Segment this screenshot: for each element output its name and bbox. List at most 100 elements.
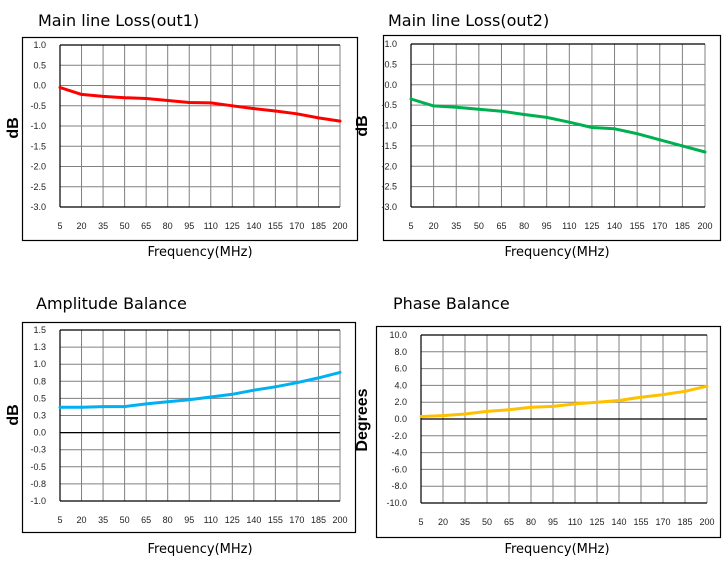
y-axis-label: dB	[5, 117, 22, 138]
data-point	[80, 92, 84, 96]
data-point	[58, 405, 62, 409]
y-tick-label: 8.0	[394, 347, 407, 357]
series-line	[60, 370, 341, 409]
data-point	[123, 405, 127, 409]
x-tick-label: 170	[289, 221, 304, 231]
data-point	[295, 381, 299, 385]
x-tick-label: 155	[633, 517, 648, 527]
x-tick-label: 50	[474, 221, 484, 231]
x-tick-label: 185	[675, 221, 690, 231]
y-tick-label: -3.0	[30, 202, 46, 212]
data-point	[680, 144, 684, 148]
x-tick-label: 170	[652, 221, 667, 231]
x-tick-label: 5	[418, 517, 423, 527]
y-tick-label: -2.0	[381, 161, 397, 171]
data-point	[661, 393, 665, 397]
data-point	[522, 112, 526, 116]
x-tick-label: 35	[98, 221, 108, 231]
x-axis-label: Frequency(MHz)	[504, 542, 609, 557]
x-tick-label: 140	[607, 221, 622, 231]
x-tick-label: 125	[225, 515, 240, 525]
y-tick-label: 1.0	[384, 39, 397, 49]
data-point	[658, 138, 662, 142]
data-point	[338, 119, 342, 123]
y-tick-label: 0.0	[384, 80, 397, 90]
data-point	[209, 101, 213, 105]
data-point	[409, 97, 413, 101]
data-point	[295, 112, 299, 116]
chart-title: Amplitude Balance	[36, 294, 187, 313]
x-tick-label: 110	[562, 221, 576, 231]
x-axis-label: Frequency(MHz)	[504, 245, 609, 260]
x-tick-label: 65	[141, 515, 151, 525]
y-axis-label: dB	[354, 115, 371, 136]
x-axis-label: Frequency(MHz)	[147, 542, 252, 557]
x-tick-label: 80	[163, 221, 173, 231]
data-point	[590, 126, 594, 130]
data-point	[617, 399, 621, 403]
y-tick-label: 0.5	[33, 60, 46, 70]
x-tick-label: 5	[57, 515, 62, 525]
chart-title: Main line Loss(out1)	[38, 11, 199, 30]
data-point	[573, 402, 577, 406]
chart-frame	[382, 34, 722, 242]
data-point	[101, 94, 105, 98]
y-tick-label: -0.5	[30, 462, 46, 472]
data-point	[144, 96, 148, 100]
data-point	[230, 104, 234, 108]
x-tick-label: 50	[120, 515, 130, 525]
y-axis-label: Degrees	[354, 388, 371, 451]
data-point	[252, 107, 256, 111]
data-point	[144, 402, 148, 406]
y-tick-label: -1.5	[30, 141, 46, 151]
x-tick-label: 110	[568, 517, 582, 527]
data-point	[529, 405, 533, 409]
data-point	[703, 150, 707, 154]
chart-title: Phase Balance	[393, 294, 510, 313]
y-tick-label: -0.8	[30, 479, 46, 489]
x-tick-label: 80	[519, 221, 529, 231]
y-tick-label: -0.3	[30, 445, 46, 455]
y-tick-label: 0.0	[33, 81, 46, 91]
data-point	[635, 132, 639, 136]
x-tick-label: 200	[332, 515, 347, 525]
x-tick-label: 95	[542, 221, 552, 231]
x-tick-label: 95	[184, 515, 194, 525]
data-point	[683, 389, 687, 393]
x-tick-label: 125	[589, 517, 604, 527]
y-tick-label: 0.5	[33, 393, 46, 403]
x-tick-label: 200	[697, 221, 712, 231]
data-point	[166, 98, 170, 102]
x-axis-label: Frequency(MHz)	[147, 245, 252, 260]
data-point	[273, 385, 277, 389]
x-tick-label: 5	[408, 221, 413, 231]
y-tick-label: 2.0	[394, 397, 407, 407]
chart-4: 10.0 8.0 6.0 4.0 2.0 0.0 -2.0 -4.0 -6.0 -8.0 -10.0…	[354, 294, 722, 557]
x-tick-label: 185	[677, 517, 692, 527]
y-tick-label: -6.0	[391, 464, 407, 474]
x-tick-label: 140	[246, 515, 261, 525]
y-tick-label: -0.5	[30, 101, 46, 111]
data-point	[123, 96, 127, 100]
data-point	[316, 376, 320, 380]
data-point	[507, 408, 511, 412]
x-tick-label: 35	[451, 221, 461, 231]
x-tick-label: 80	[163, 515, 173, 525]
y-tick-label: -0.5	[381, 100, 397, 110]
chart-2: 1.0 0.5 0.0 -0.5 -1.0 -1.5 -2.0 -2.5 -3.0 5 20 35 50…	[354, 11, 722, 260]
data-point	[567, 120, 571, 124]
x-tick-label: 65	[496, 221, 506, 231]
y-tick-label: 10.0	[389, 330, 407, 340]
data-point	[613, 127, 617, 131]
data-point	[187, 398, 191, 402]
data-point	[187, 101, 191, 105]
x-tick-label: 185	[311, 221, 326, 231]
data-point	[463, 412, 467, 416]
data-point	[166, 400, 170, 404]
x-tick-label: 170	[289, 515, 304, 525]
data-point	[230, 392, 234, 396]
x-tick-label: 20	[438, 517, 448, 527]
y-tick-label: 0.0	[33, 428, 46, 438]
data-point	[432, 104, 436, 108]
